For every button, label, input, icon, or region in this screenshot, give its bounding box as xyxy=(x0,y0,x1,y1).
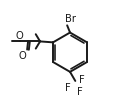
Text: Br: Br xyxy=(65,14,76,24)
Text: F: F xyxy=(77,86,83,96)
Text: O: O xyxy=(19,51,27,61)
Text: O: O xyxy=(16,31,23,41)
Text: F: F xyxy=(65,83,71,93)
Text: F: F xyxy=(79,75,85,85)
